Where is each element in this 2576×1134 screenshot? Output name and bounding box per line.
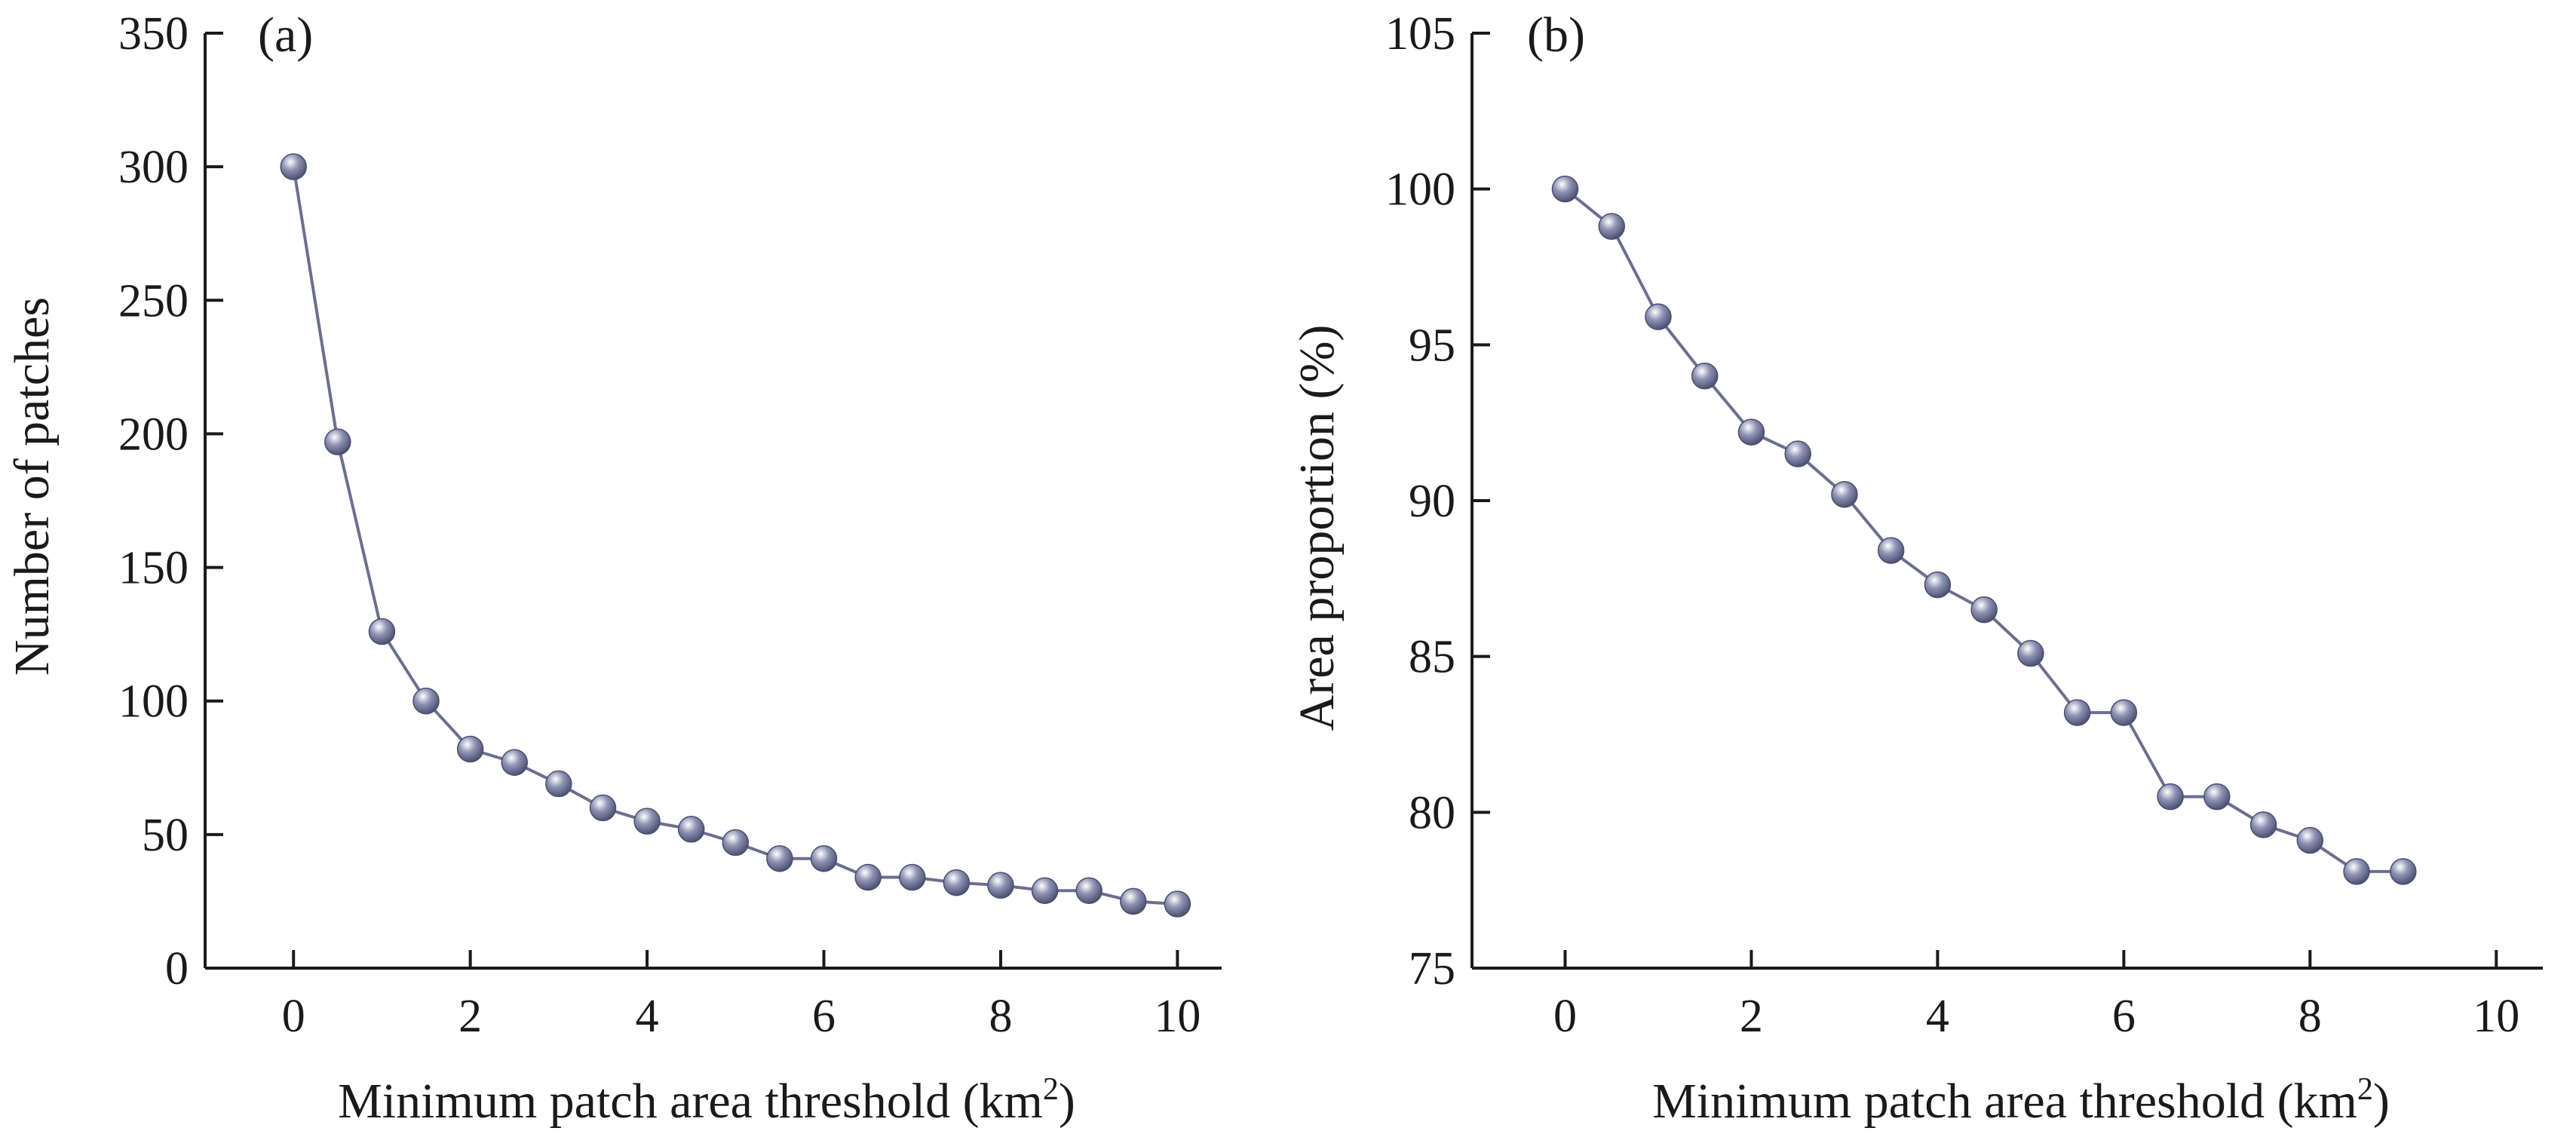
panel-b-data-point [2296, 826, 2324, 854]
panel-b-x-tick-label: 8 [2298, 991, 2322, 1042]
panel-a-data-point [943, 869, 971, 896]
panel-a-data-point [898, 863, 926, 891]
panel-a-data-point [1075, 877, 1102, 905]
panel-b-data-point [2203, 783, 2231, 811]
panel-a-x-axis-title: Minimum patch area threshold (km2) [338, 1072, 1075, 1129]
panel-b-data-point [2017, 639, 2044, 667]
panel-b-data-point [2343, 858, 2370, 885]
panel-b-data-point [1784, 440, 1811, 467]
panel-a-x-tick-label: 6 [812, 991, 836, 1042]
panel-a-y-tick-label: 300 [118, 142, 189, 193]
panel-a-data-point [501, 749, 529, 776]
chart-panel-b: (b) Area proportion (%) Minimum patch ar… [1290, 8, 2543, 1129]
panel-a-series-line [292, 166, 1178, 906]
panel-b-data-point [1691, 362, 1719, 390]
panel-a-data-point [677, 816, 705, 843]
panel-b-x-tick-label: 6 [2112, 991, 2136, 1042]
panel-b-data-point [2110, 699, 2138, 726]
chart-panel-a: (a) Number of patches Minimum patch area… [5, 8, 1222, 1129]
panel-b-data-point [1970, 596, 1998, 624]
panel-a-data-point [722, 829, 750, 857]
panel-a-y-tick-label: 100 [118, 676, 189, 728]
panel-b-y-tick-label: 90 [1409, 476, 1455, 527]
panel-a-y-tick-label: 150 [118, 543, 189, 594]
panel-a-data-point [412, 687, 440, 715]
panel-b-x-tick-label: 10 [2473, 991, 2519, 1042]
panel-a-x-tick-label: 10 [1154, 991, 1201, 1042]
panel-b-data-point [1877, 537, 1905, 564]
panel-b-y-tick-label: 100 [1385, 164, 1455, 216]
panel-a-data-point [589, 794, 617, 822]
panel-a-y-tick-label: 350 [118, 8, 189, 60]
panel-a-y-tick-label: 200 [118, 409, 189, 460]
panel-a-data-point [1164, 890, 1191, 918]
panel-b-x-axis-title-end: ) [2373, 1074, 2390, 1129]
panel-a-data-point [545, 770, 572, 798]
panel-b-y-tick-label: 95 [1409, 320, 1455, 371]
panel-b-x-axis-title-superscript: 2 [2357, 1072, 2373, 1107]
panel-a-x-tick-label: 4 [636, 991, 659, 1042]
panel-a-y-axis-title: Number of patches [5, 297, 60, 676]
panel-b-data-point [2157, 783, 2184, 811]
panel-a-data-point [280, 153, 307, 180]
panel-a-data-point [368, 618, 396, 645]
panel-b-data-point [2390, 858, 2417, 885]
panel-b-y-tick-label: 85 [1409, 632, 1455, 683]
panel-a-data-point [633, 808, 661, 835]
panel-b-data-point [1551, 175, 1579, 203]
panel-b-data-point [1737, 418, 1765, 446]
panel-a-data-point [810, 844, 838, 872]
panel-b-label: (b) [1527, 8, 1585, 63]
panel-a-x-axis-title-end: ) [1059, 1074, 1075, 1129]
panel-a-y-tick-label: 50 [142, 810, 189, 861]
panel-b-x-tick-label: 2 [1740, 991, 1763, 1042]
panel-a-y-tick-label: 250 [118, 275, 189, 326]
panel-a-x-axis-title-superscript: 2 [1043, 1072, 1059, 1107]
panel-b-data-point [2249, 811, 2277, 838]
panel-a-x-tick-label: 2 [458, 991, 482, 1042]
panel-b-data-point [1831, 480, 1858, 508]
panel-a-data-point [766, 844, 793, 872]
panel-a-x-tick-label: 8 [989, 991, 1012, 1042]
panel-b-y-tick-label: 80 [1409, 787, 1455, 838]
panel-b-data-point [1924, 571, 1952, 599]
panel-a-x-axis-title-main: Minimum patch area threshold (km [338, 1074, 1043, 1129]
panel-b-data-point [2063, 699, 2091, 726]
panel-b-series-line [1564, 188, 2403, 873]
panel-b-x-tick-label: 0 [1553, 991, 1577, 1042]
panel-b-y-tick-label: 105 [1385, 8, 1455, 60]
panel-b-y-axis-title: Area proportion (%) [1290, 325, 1345, 731]
panel-a-data-point [324, 428, 351, 455]
panel-a-data-point [987, 872, 1014, 899]
panel-b-y-tick-label: 75 [1409, 943, 1455, 995]
panel-b-data-point [1645, 303, 1672, 330]
panel-a-data-point [854, 863, 882, 891]
panel-a-label: (a) [258, 8, 313, 63]
panel-b-x-tick-label: 4 [1926, 991, 1949, 1042]
panel-b-x-axis-title-main: Minimum patch area threshold (km [1652, 1074, 2357, 1129]
panel-a-data-point [456, 735, 484, 763]
panel-a-y-tick-label: 0 [165, 943, 189, 995]
panel-a-data-point [1120, 887, 1147, 915]
panel-b-data-point [1598, 213, 1625, 241]
panel-a-data-point [1031, 877, 1059, 905]
panel-a-x-tick-label: 0 [282, 991, 305, 1042]
panel-b-x-axis-title: Minimum patch area threshold (km2) [1652, 1072, 2390, 1129]
